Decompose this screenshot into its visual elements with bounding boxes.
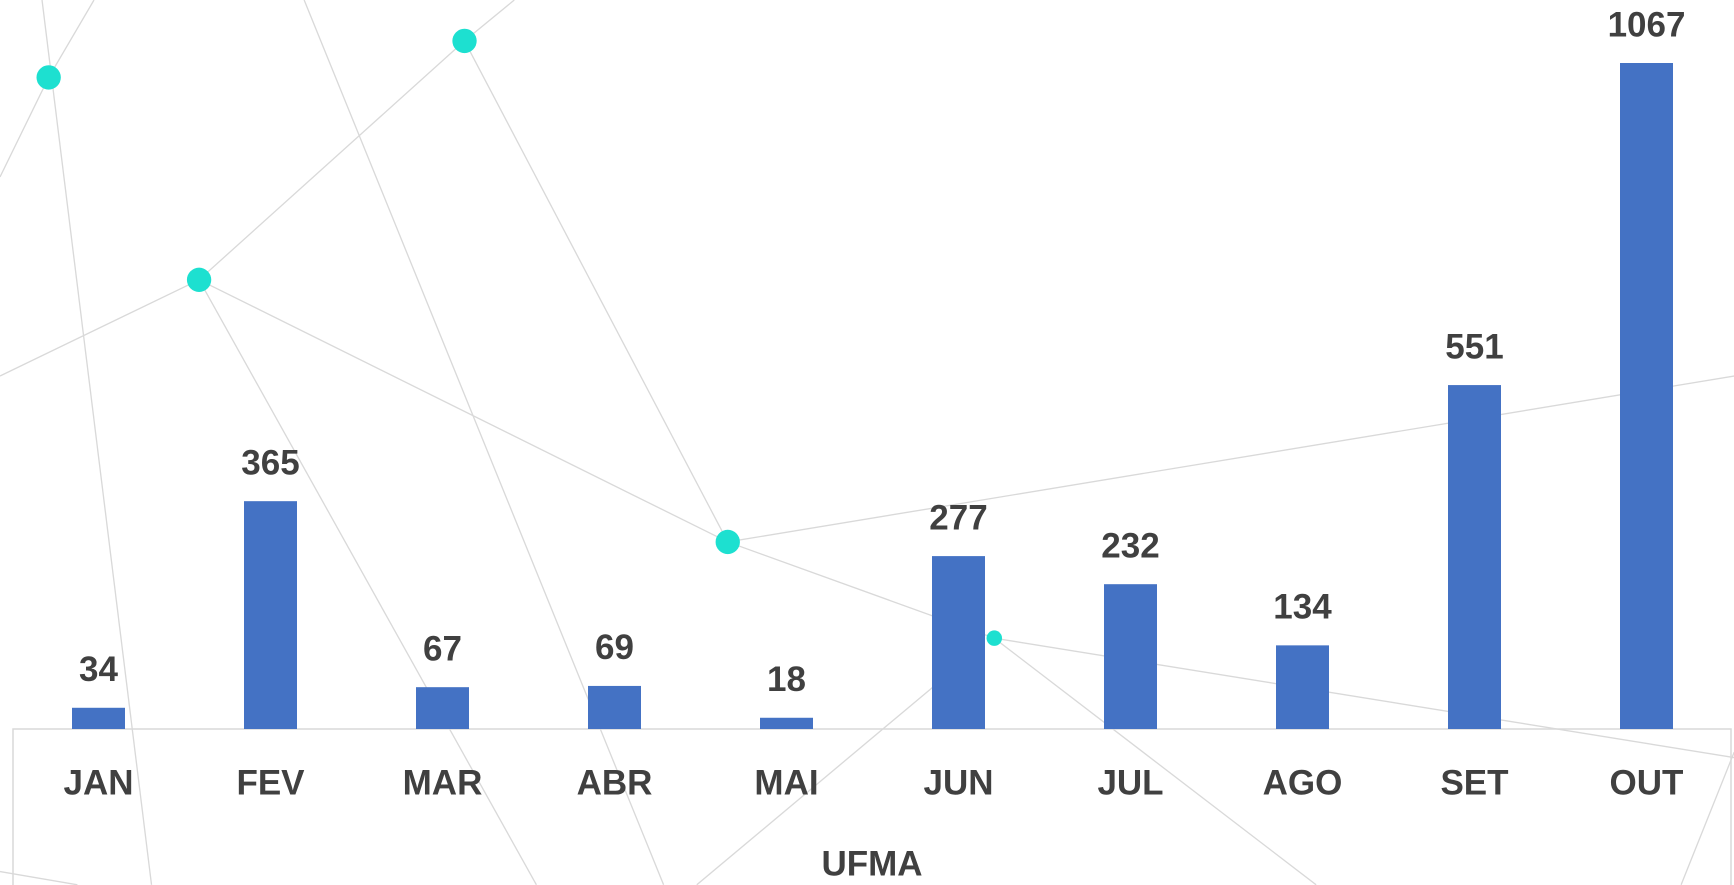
x-tick-label: JUN [923,763,993,802]
bar [72,708,125,729]
x-tick-label: OUT [1610,763,1684,802]
x-tick-label: SET [1440,763,1508,802]
bar [416,687,469,729]
data-label: 18 [767,660,806,699]
bar [1448,385,1501,729]
bar [588,686,641,729]
bar [1276,645,1329,729]
data-label: 232 [1101,526,1159,565]
x-tick-label: JAN [63,763,133,802]
bar [244,501,297,729]
x-axis-label: UFMA [821,844,922,883]
x-tick-label: AGO [1263,763,1343,802]
x-tick-label: FEV [236,763,305,802]
x-tick-label: MAI [754,763,818,802]
x-tick-label: JUL [1097,763,1163,802]
bar [760,718,813,729]
data-label: 551 [1445,327,1503,366]
data-label: 365 [241,443,299,482]
x-tick-label: MAR [403,763,483,802]
data-label: 1067 [1608,5,1686,44]
bar [1620,63,1673,729]
data-label: 134 [1273,588,1332,627]
data-label: 277 [929,498,987,537]
data-label: 34 [79,650,118,689]
chart: UFMA 34 JAN 365 FEV 67 MAR 69 ABR 18 MAI 277 JUN 232… [0,0,1734,885]
x-tick-label: ABR [577,763,653,802]
bar [932,556,985,729]
bar [1104,584,1157,729]
data-label: 67 [423,629,462,668]
data-label: 69 [595,628,634,667]
